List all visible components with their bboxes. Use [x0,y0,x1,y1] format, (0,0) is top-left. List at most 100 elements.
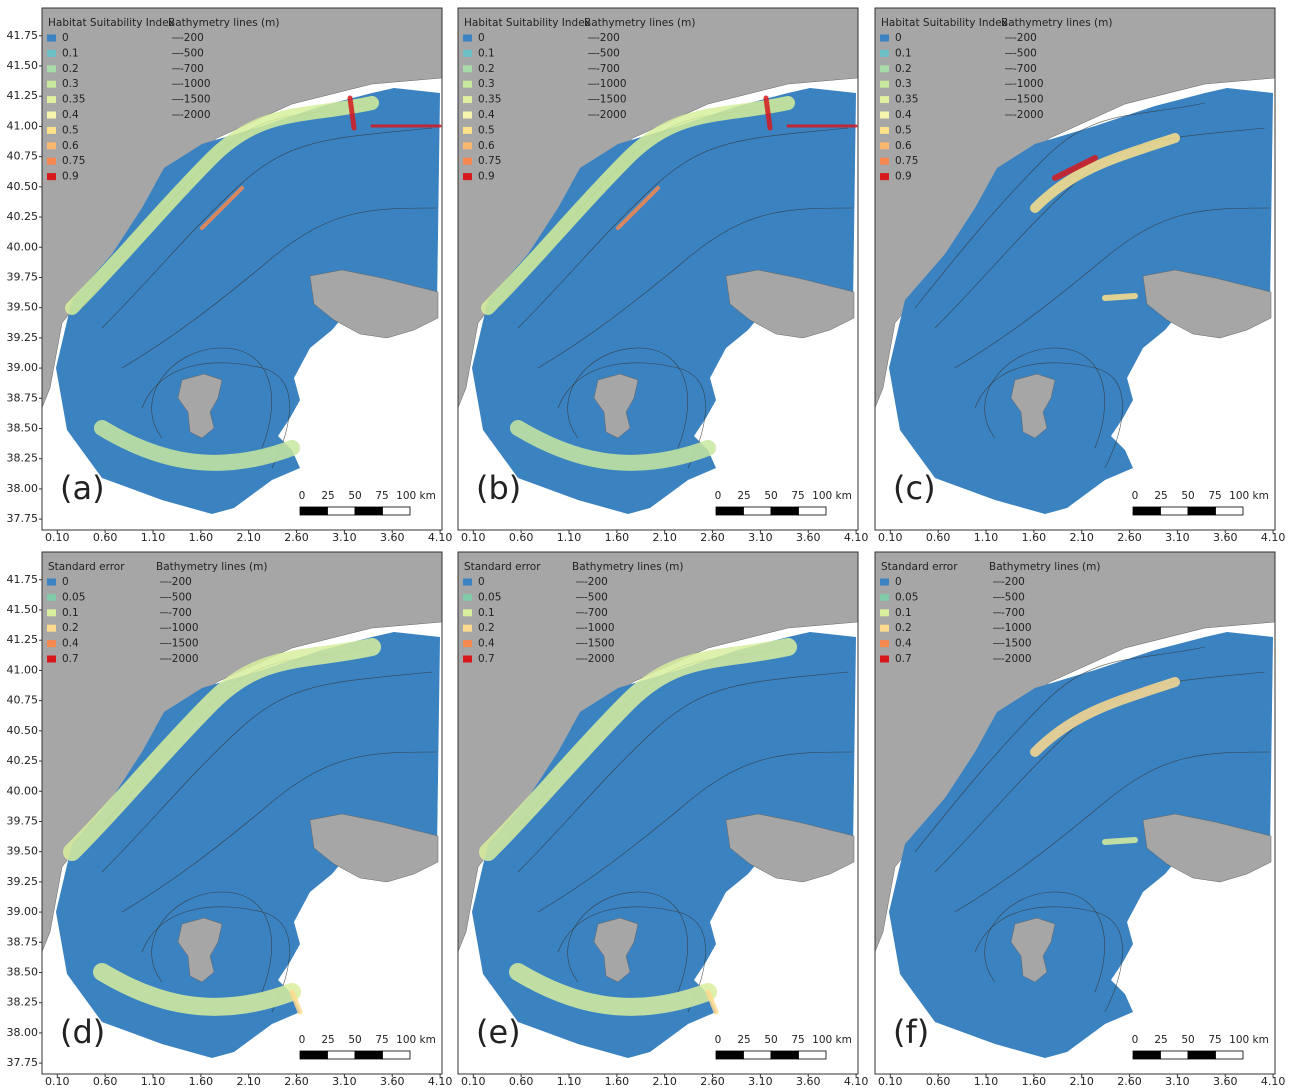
bathymetry-label: -200 [1001,576,1025,588]
legend-title: Habitat Suitability Index [48,17,175,29]
scale-label: 100 km [396,490,436,502]
x-tick-label: 0.10 [878,531,903,544]
x-tick-label: 3.10 [748,1075,773,1088]
legend-swatch [47,640,56,647]
x-tick-label: 1.10 [557,1075,582,1088]
y-tick-label: 39.00 [7,905,39,918]
bathymetry-title: Bathymetry lines (m) [1001,17,1112,29]
scale-label: 75 [375,1034,388,1046]
scale-bar [355,507,383,515]
panel-label: (e) [476,1013,521,1051]
legend-swatch [880,127,889,134]
bathymetry-label: -1000 [1013,78,1044,90]
x-tick-label: 3.60 [380,531,405,544]
scale-label: 75 [791,490,804,502]
x-tick-label: 1.60 [605,531,630,544]
scale-label: 75 [1208,490,1221,502]
legend-label: 0.3 [62,78,79,90]
bathymetry-label: -1000 [1001,622,1032,634]
bathymetry-label: -200 [180,32,204,44]
scale-label: 100 km [812,490,852,502]
scale-bar [771,507,799,515]
y-tick-label: 41.50 [7,603,39,616]
legend-label: 0.6 [895,140,912,152]
x-tick-label: 1.60 [189,1075,214,1088]
scale-bar [799,507,827,515]
y-tick-label: 38.00 [7,1026,39,1039]
legend-swatch [880,625,889,632]
x-tick-label: 1.60 [1022,531,1047,544]
y-tick-label: 38.25 [7,996,39,1009]
y-tick-label: 41.25 [7,633,39,646]
scale-label: 75 [791,1034,804,1046]
x-tick-label: 1.10 [557,531,582,544]
x-tick-label: 4.10 [1261,1075,1286,1088]
map-panel: Habitat Suitability Index00.10.20.30.350… [875,8,1285,544]
scale-label: 50 [1181,1034,1194,1046]
y-tick-label: 38.25 [7,452,39,465]
panel-label: (b) [476,469,521,507]
legend-swatch [47,173,56,180]
scale-bar [328,1051,356,1059]
x-tick-label: 2.10 [652,531,677,544]
legend-label: 0.3 [895,78,912,90]
bathymetry-label: -1500 [1013,94,1044,106]
legend-swatch [880,594,889,601]
bathymetry-label: -500 [584,591,608,603]
scale-label: 50 [348,1034,361,1046]
legend-swatch [47,656,56,663]
scale-bar [383,1051,411,1059]
legend-title: Standard error [48,561,125,573]
x-tick-label: 4.10 [844,1075,869,1088]
legend-swatch [463,609,472,616]
bathymetry-label: -700 [596,63,620,75]
map-panel: Habitat Suitability Index00.10.20.30.350… [7,8,453,544]
scale-bar [799,1051,827,1059]
bathymetry-label: -1000 [168,622,199,634]
legend-title: Habitat Suitability Index [464,17,591,29]
y-tick-label: 39.75 [7,814,39,827]
bathymetry-label: -2000 [168,653,199,665]
scale-label: 50 [764,1034,777,1046]
legend-label: 0.1 [895,607,912,619]
legend-swatch [880,158,889,165]
legend-swatch [47,609,56,616]
bathymetry-label: -1500 [1001,638,1032,650]
bathymetry-label: -700 [584,607,608,619]
x-tick-label: 3.60 [1213,531,1238,544]
legend-swatch [880,96,889,103]
x-tick-label: 1.10 [974,1075,999,1088]
legend-swatch [463,127,472,134]
scale-bar [1188,1051,1216,1059]
legend-title: Habitat Suitability Index [881,17,1008,29]
y-tick-label: 39.25 [7,331,39,344]
x-tick-label: 0.10 [45,1075,70,1088]
scale-label: 50 [348,490,361,502]
y-tick-label: 40.75 [7,150,39,163]
y-tick-label: 41.75 [7,29,39,42]
x-tick-label: 0.60 [93,1075,118,1088]
y-tick-label: 41.00 [7,119,39,132]
x-tick-label: 0.10 [45,531,70,544]
panel-label: (d) [60,1013,105,1051]
legend-label: 0.7 [478,653,495,665]
scale-label: 100 km [396,1034,436,1046]
legend-swatch [463,579,472,586]
scale-bar [744,1051,772,1059]
legend-label: 0.3 [478,78,495,90]
legend-label: 0 [62,32,69,44]
y-tick-label: 38.00 [7,482,39,495]
legend-swatch [463,112,472,119]
legend-swatch [463,65,472,72]
scale-label: 0 [299,490,306,502]
legend-swatch [880,112,889,119]
bathymetry-label: -200 [1013,32,1037,44]
scale-label: 25 [1154,490,1167,502]
legend-label: 0.5 [895,124,912,136]
legend-swatch [463,81,472,88]
panel-label: (c) [893,469,936,507]
x-tick-label: 0.10 [461,1075,486,1088]
bathymetry-label: -2000 [180,109,211,121]
bathymetry-label: -500 [180,47,204,59]
x-tick-label: 1.60 [189,531,214,544]
